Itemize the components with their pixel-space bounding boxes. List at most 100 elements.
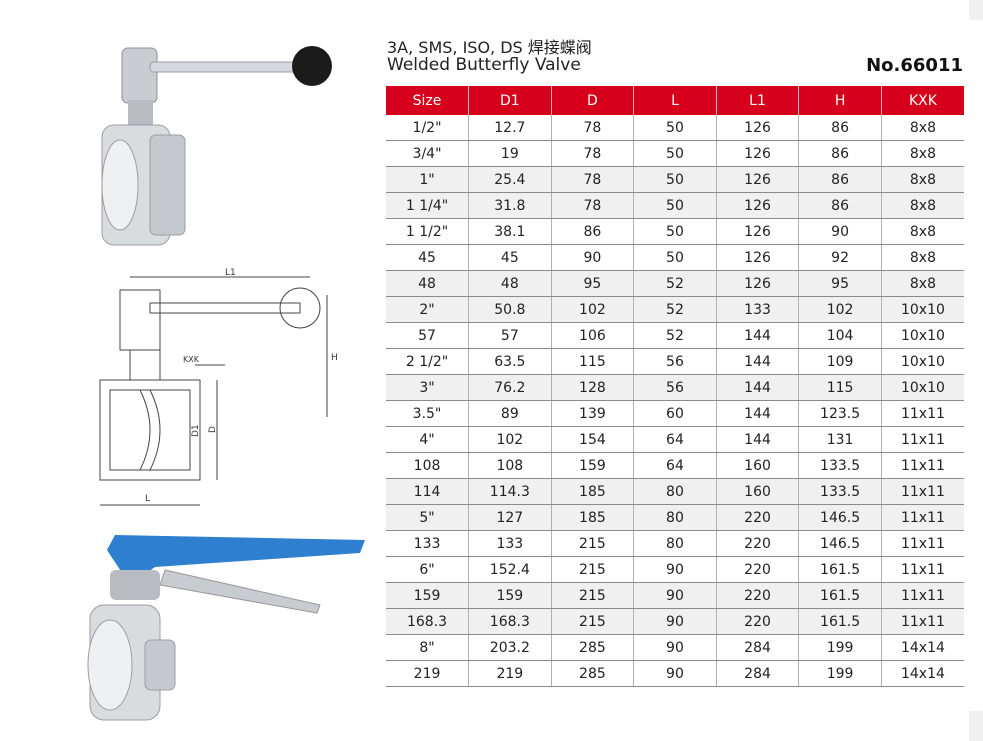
cell-kxk: 8x8 [880, 218, 964, 245]
cell-l: 50 [633, 140, 717, 167]
cell-h: 133.5 [798, 452, 882, 479]
table-row: 48 48 95 52 126 95 8x8 [386, 270, 964, 297]
cell-d1: 38.1 [468, 218, 552, 245]
cell-d: 115 [550, 348, 634, 375]
cell-d: 102 [550, 296, 634, 323]
cell-l1: 126 [715, 244, 799, 271]
cell-kxk: 10x10 [880, 322, 964, 349]
cell-size: 219 [386, 660, 469, 687]
table-row: 159 159 215 90 220 161.5 11x11 [386, 582, 964, 609]
cell-size: 159 [386, 582, 469, 609]
cell-size: 1 1/2" [386, 218, 469, 245]
cell-size: 108 [386, 452, 469, 479]
cell-d1: 219 [468, 660, 552, 687]
table-row: 1" 25.4 78 50 126 86 8x8 [386, 166, 964, 193]
cell-kxk: 11x11 [880, 530, 964, 557]
valve-technical-drawing: L1 H KXK D1 D L [99, 268, 338, 506]
cell-d: 128 [550, 374, 634, 401]
cell-size: 168.3 [386, 608, 469, 635]
cell-kxk: 8x8 [880, 115, 964, 141]
table-row: 1/2" 12.7 78 50 126 86 8x8 [386, 115, 964, 141]
cell-d1: 168.3 [468, 608, 552, 635]
cell-kxk: 8x8 [880, 192, 964, 219]
table-row: 2 1/2" 63.5 115 56 144 109 10x10 [386, 348, 964, 375]
cell-d1: 159 [468, 582, 552, 609]
table-row: 45 45 90 50 126 92 8x8 [386, 244, 964, 271]
cell-d1: 127 [468, 504, 552, 531]
cell-l: 90 [633, 608, 717, 635]
cell-l: 56 [633, 348, 717, 375]
cell-size: 1 1/4" [386, 192, 469, 219]
cell-l1: 126 [715, 166, 799, 193]
table-row: 219 219 285 90 284 199 14x14 [386, 660, 964, 687]
cell-l1: 160 [715, 452, 799, 479]
cell-l: 80 [633, 478, 717, 505]
col-header-l: L [633, 86, 717, 115]
cell-h: 109 [798, 348, 882, 375]
table-row: 2" 50.8 102 52 133 102 10x10 [386, 296, 964, 323]
cell-size: 8" [386, 634, 469, 661]
cell-size: 1" [386, 166, 469, 193]
cell-kxk: 8x8 [880, 270, 964, 297]
label-l1: L1 [225, 268, 236, 278]
cell-l: 50 [633, 166, 717, 193]
cell-l1: 220 [715, 556, 799, 583]
cell-l: 50 [633, 192, 717, 219]
cell-kxk: 8x8 [880, 140, 964, 167]
cell-h: 86 [798, 140, 882, 167]
cell-d: 215 [550, 556, 634, 583]
cell-d1: 48 [468, 270, 552, 297]
cell-kxk: 11x11 [880, 478, 964, 505]
cell-d1: 50.8 [468, 296, 552, 323]
cell-kxk: 8x8 [880, 244, 964, 271]
cell-kxk: 11x11 [880, 400, 964, 427]
cell-size: 3" [386, 374, 469, 401]
cell-l1: 144 [715, 374, 799, 401]
product-title-en: Welded Butterfly Valve [387, 55, 581, 75]
cell-h: 86 [798, 115, 882, 141]
cell-h: 199 [798, 660, 882, 687]
cell-d: 154 [550, 426, 634, 453]
cell-kxk: 11x11 [880, 556, 964, 583]
cell-l1: 126 [715, 192, 799, 219]
col-header-d1: D1 [468, 86, 552, 115]
cell-d: 106 [550, 322, 634, 349]
cell-d: 159 [550, 452, 634, 479]
product-number: No.66011 [866, 55, 963, 76]
cell-l: 56 [633, 374, 717, 401]
cell-l: 60 [633, 400, 717, 427]
cell-h: 131 [798, 426, 882, 453]
cell-l1: 220 [715, 504, 799, 531]
cell-kxk: 8x8 [880, 166, 964, 193]
label-d1: D1 [191, 424, 201, 437]
label-d: D [208, 426, 218, 433]
cell-d1: 203.2 [468, 634, 552, 661]
cell-size: 57 [386, 322, 469, 349]
cell-l: 90 [633, 556, 717, 583]
cell-size: 2 1/2" [386, 348, 469, 375]
cell-kxk: 10x10 [880, 374, 964, 401]
cell-d: 285 [550, 634, 634, 661]
cell-d: 139 [550, 400, 634, 427]
label-h: H [331, 353, 338, 363]
dimension-table: Size D1 D L L1 H KXK 1/2" 12.7 78 50 126 86 8x… [386, 86, 964, 687]
cell-d1: 63.5 [468, 348, 552, 375]
cell-kxk: 10x10 [880, 296, 964, 323]
cell-l: 80 [633, 504, 717, 531]
cell-d1: 108 [468, 452, 552, 479]
scrollbar-top[interactable] [969, 0, 983, 20]
label-kxk: KXK [183, 355, 200, 364]
cell-h: 123.5 [798, 400, 882, 427]
table-row: 1 1/4" 31.8 78 50 126 86 8x8 [386, 192, 964, 219]
cell-h: 115 [798, 374, 882, 401]
cell-size: 114 [386, 478, 469, 505]
scrollbar-bottom[interactable] [969, 711, 983, 741]
cell-l1: 133 [715, 296, 799, 323]
cell-d: 215 [550, 530, 634, 557]
table-row: 3/4" 19 78 50 126 86 8x8 [386, 140, 964, 167]
cell-size: 48 [386, 270, 469, 297]
cell-d: 78 [550, 192, 634, 219]
cell-d1: 25.4 [468, 166, 552, 193]
cell-h: 86 [798, 166, 882, 193]
cell-l1: 126 [715, 270, 799, 297]
